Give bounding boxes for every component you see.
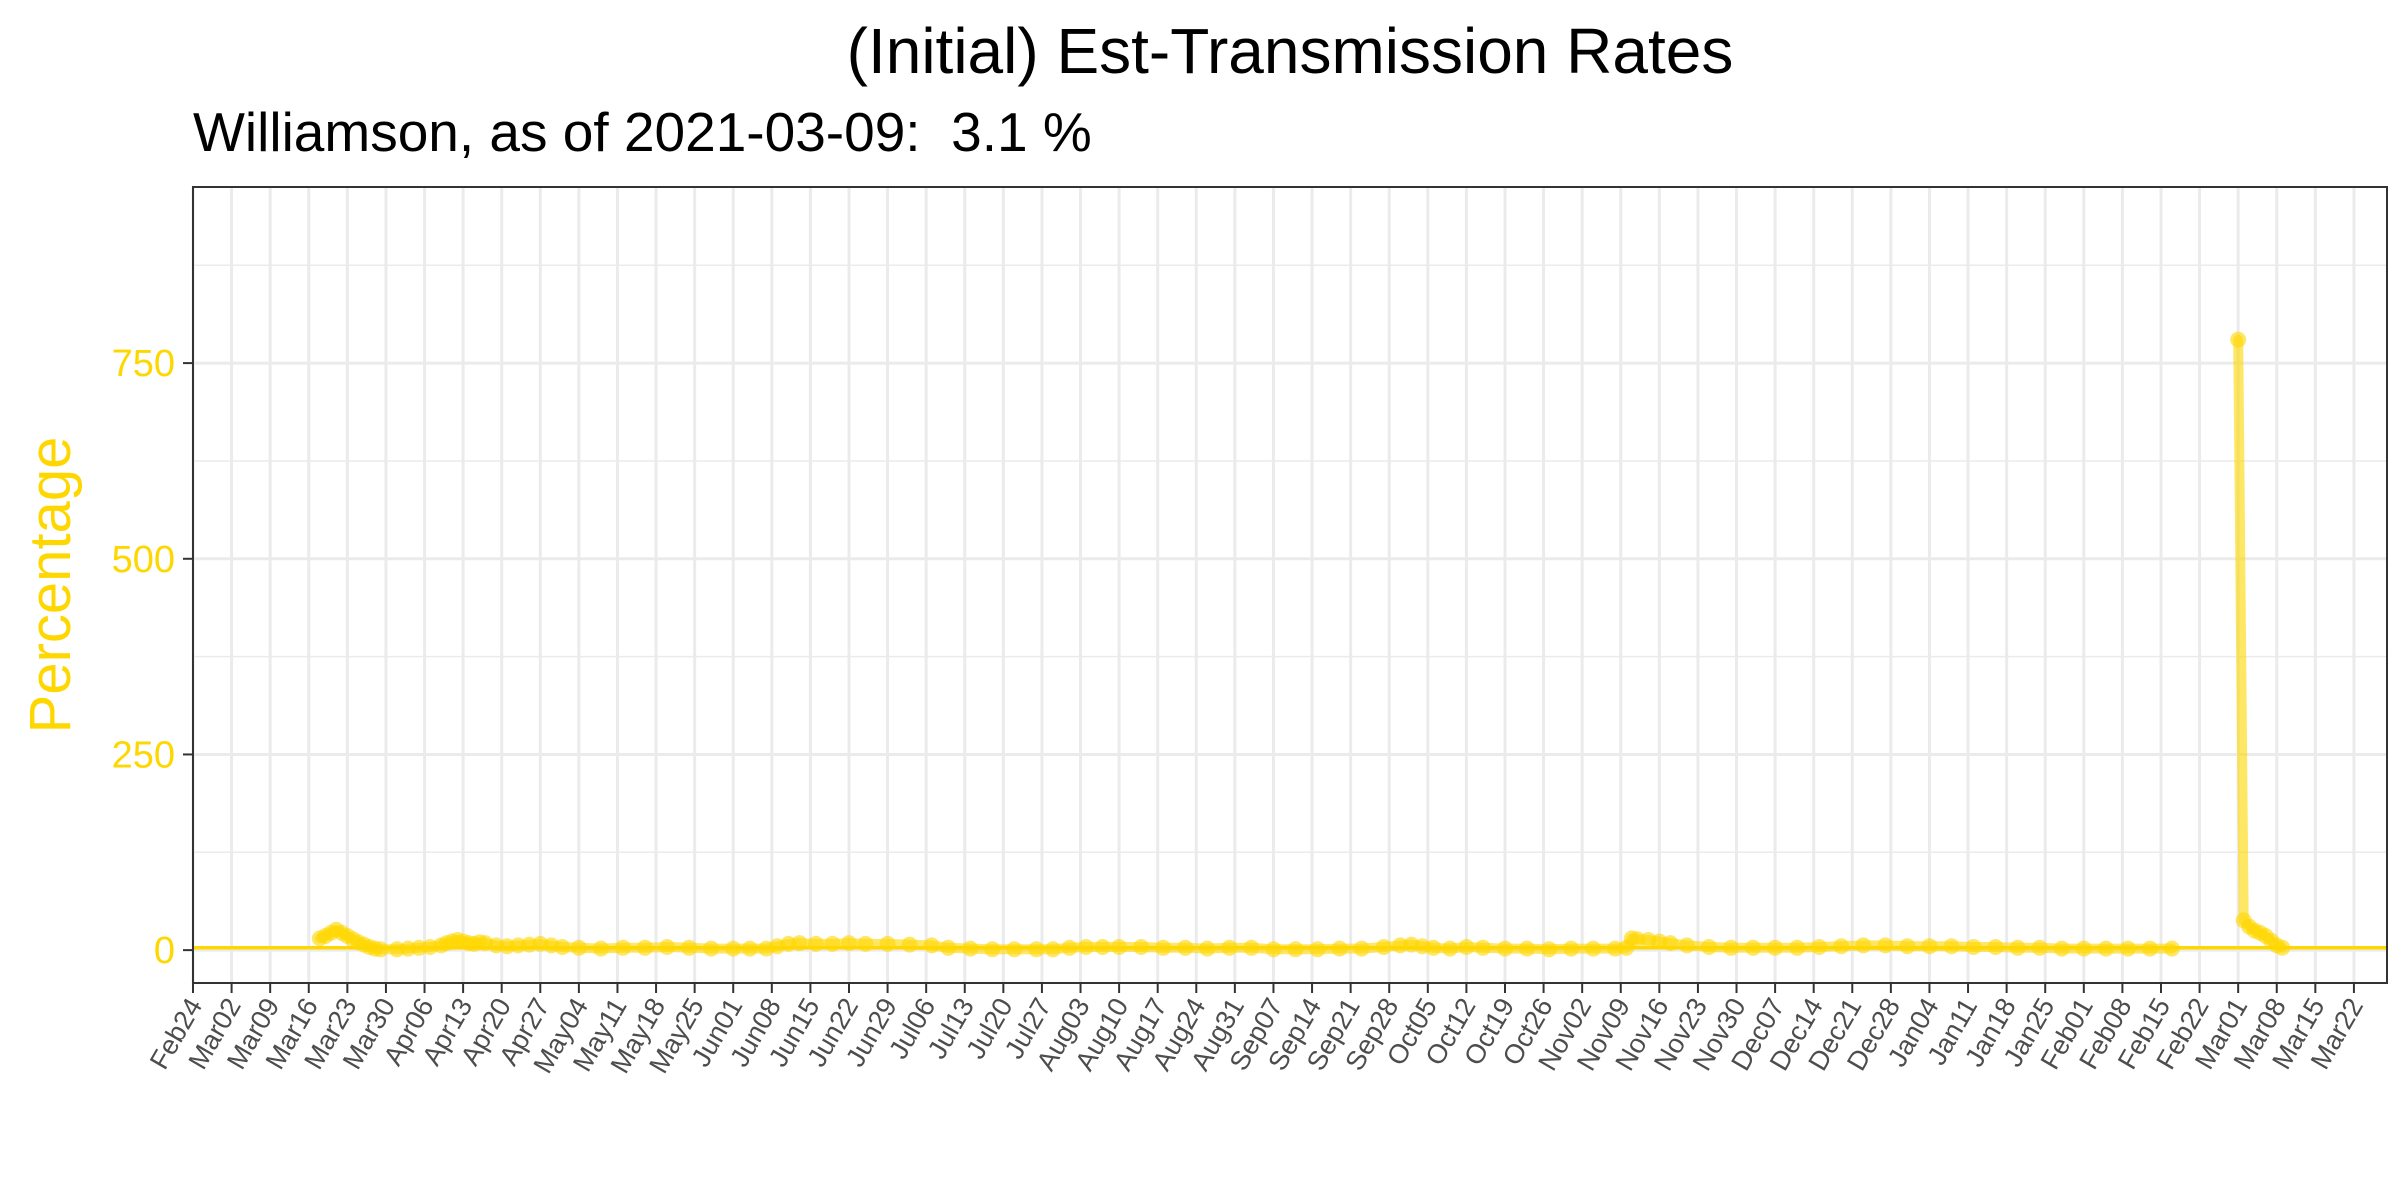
- data-point: [1243, 939, 1260, 956]
- y-tick-label: 750: [112, 343, 175, 385]
- minor-gridlines: [193, 264, 2387, 854]
- data-point: [1287, 941, 1304, 958]
- major-gridlines: [191, 187, 2387, 983]
- data-point: [1028, 941, 1045, 958]
- data-point: [2164, 940, 2180, 957]
- data-point: [2097, 940, 2114, 957]
- y-tick-label: 500: [112, 539, 175, 581]
- y-tick-label: 0: [154, 930, 175, 972]
- data-point: [592, 940, 609, 957]
- data-point: [857, 935, 874, 952]
- data-point: [681, 939, 698, 956]
- data-point: [923, 937, 940, 954]
- data-point: [1331, 940, 1348, 957]
- data-point: [984, 941, 1001, 958]
- data-point: [1094, 939, 1111, 955]
- chart-subtitle: Williamson, as of 2021-03-09: 3.1 %: [193, 101, 1092, 163]
- data-point: [1199, 940, 1216, 957]
- data-point: [1155, 939, 1172, 956]
- data-point: [741, 940, 758, 957]
- data-point: [1855, 937, 1872, 954]
- data-point: [1474, 939, 1491, 956]
- data-point: [824, 935, 841, 952]
- data-point: [1519, 940, 1535, 957]
- data-point: [841, 935, 857, 952]
- x-axis: Feb24Mar02Mar09Mar16Mar23Mar30Apr06Apr13…: [144, 983, 2369, 1078]
- data-point: [1177, 939, 1194, 956]
- data-point: [1943, 938, 1960, 955]
- data-point: [637, 939, 653, 956]
- data-point: [1541, 941, 1558, 958]
- data-point: [1789, 939, 1806, 956]
- data-point: [1353, 940, 1370, 957]
- data-point: [1375, 939, 1392, 955]
- data-point: [901, 936, 918, 953]
- data-point: [1767, 939, 1784, 956]
- data-point: [2230, 331, 2247, 348]
- data-point: [1006, 941, 1023, 958]
- data-point: [940, 939, 957, 956]
- data-point: [2075, 940, 2092, 957]
- data-point: [615, 939, 631, 956]
- data-point: [1497, 940, 1513, 957]
- data-point: [962, 940, 979, 957]
- data-point: [1678, 937, 1695, 954]
- y-tick-label: 250: [112, 734, 175, 776]
- data-point: [1701, 939, 1717, 955]
- data-point: [1723, 939, 1739, 956]
- y-axis-label: Percentage: [18, 437, 83, 734]
- data-point: [1441, 940, 1458, 957]
- data-point: [570, 939, 587, 956]
- data-point: [2142, 940, 2158, 957]
- data-point: [372, 941, 389, 958]
- data-point: [1563, 940, 1580, 957]
- data-point: [1061, 939, 1078, 956]
- data-point: [791, 935, 808, 952]
- data-point: [1045, 941, 1061, 958]
- data-point: [1221, 939, 1238, 956]
- plot-border: [192, 186, 2388, 984]
- data-point: [2274, 939, 2291, 956]
- data-point: [554, 939, 571, 955]
- data-point: [1078, 939, 1094, 955]
- data-point: [1133, 939, 1150, 955]
- data-point: [1265, 941, 1282, 958]
- data-point: [1458, 939, 1475, 955]
- data-point: [1877, 937, 1894, 954]
- data-point: [2119, 940, 2136, 957]
- data-point: [1745, 939, 1762, 956]
- data-point: [1811, 939, 1828, 955]
- data-point: [659, 939, 676, 955]
- data-point: [1662, 935, 1679, 952]
- data-point: [1965, 939, 1982, 955]
- y-axis: 0 250 500 750: [112, 343, 193, 972]
- data-point: [1833, 938, 1850, 955]
- data-point: [1899, 938, 1916, 955]
- data-point: [1921, 938, 1938, 955]
- data-point: [703, 940, 720, 957]
- data-point: [1987, 939, 2004, 955]
- data-point: [1425, 939, 1442, 956]
- data-point: [1111, 939, 1128, 955]
- data-point: [2053, 940, 2070, 957]
- data-point: [725, 940, 742, 957]
- series-layer: [311, 331, 2291, 958]
- data-point: [2031, 939, 2048, 956]
- data-point: [1585, 940, 1602, 957]
- data-point: [1309, 941, 1326, 958]
- data-point: [807, 935, 824, 952]
- chart-title: (Initial) Est-Transmission Rates: [846, 15, 1734, 87]
- data-point: [2009, 939, 2026, 956]
- data-point: [879, 935, 896, 952]
- plot-panel: [193, 187, 2387, 983]
